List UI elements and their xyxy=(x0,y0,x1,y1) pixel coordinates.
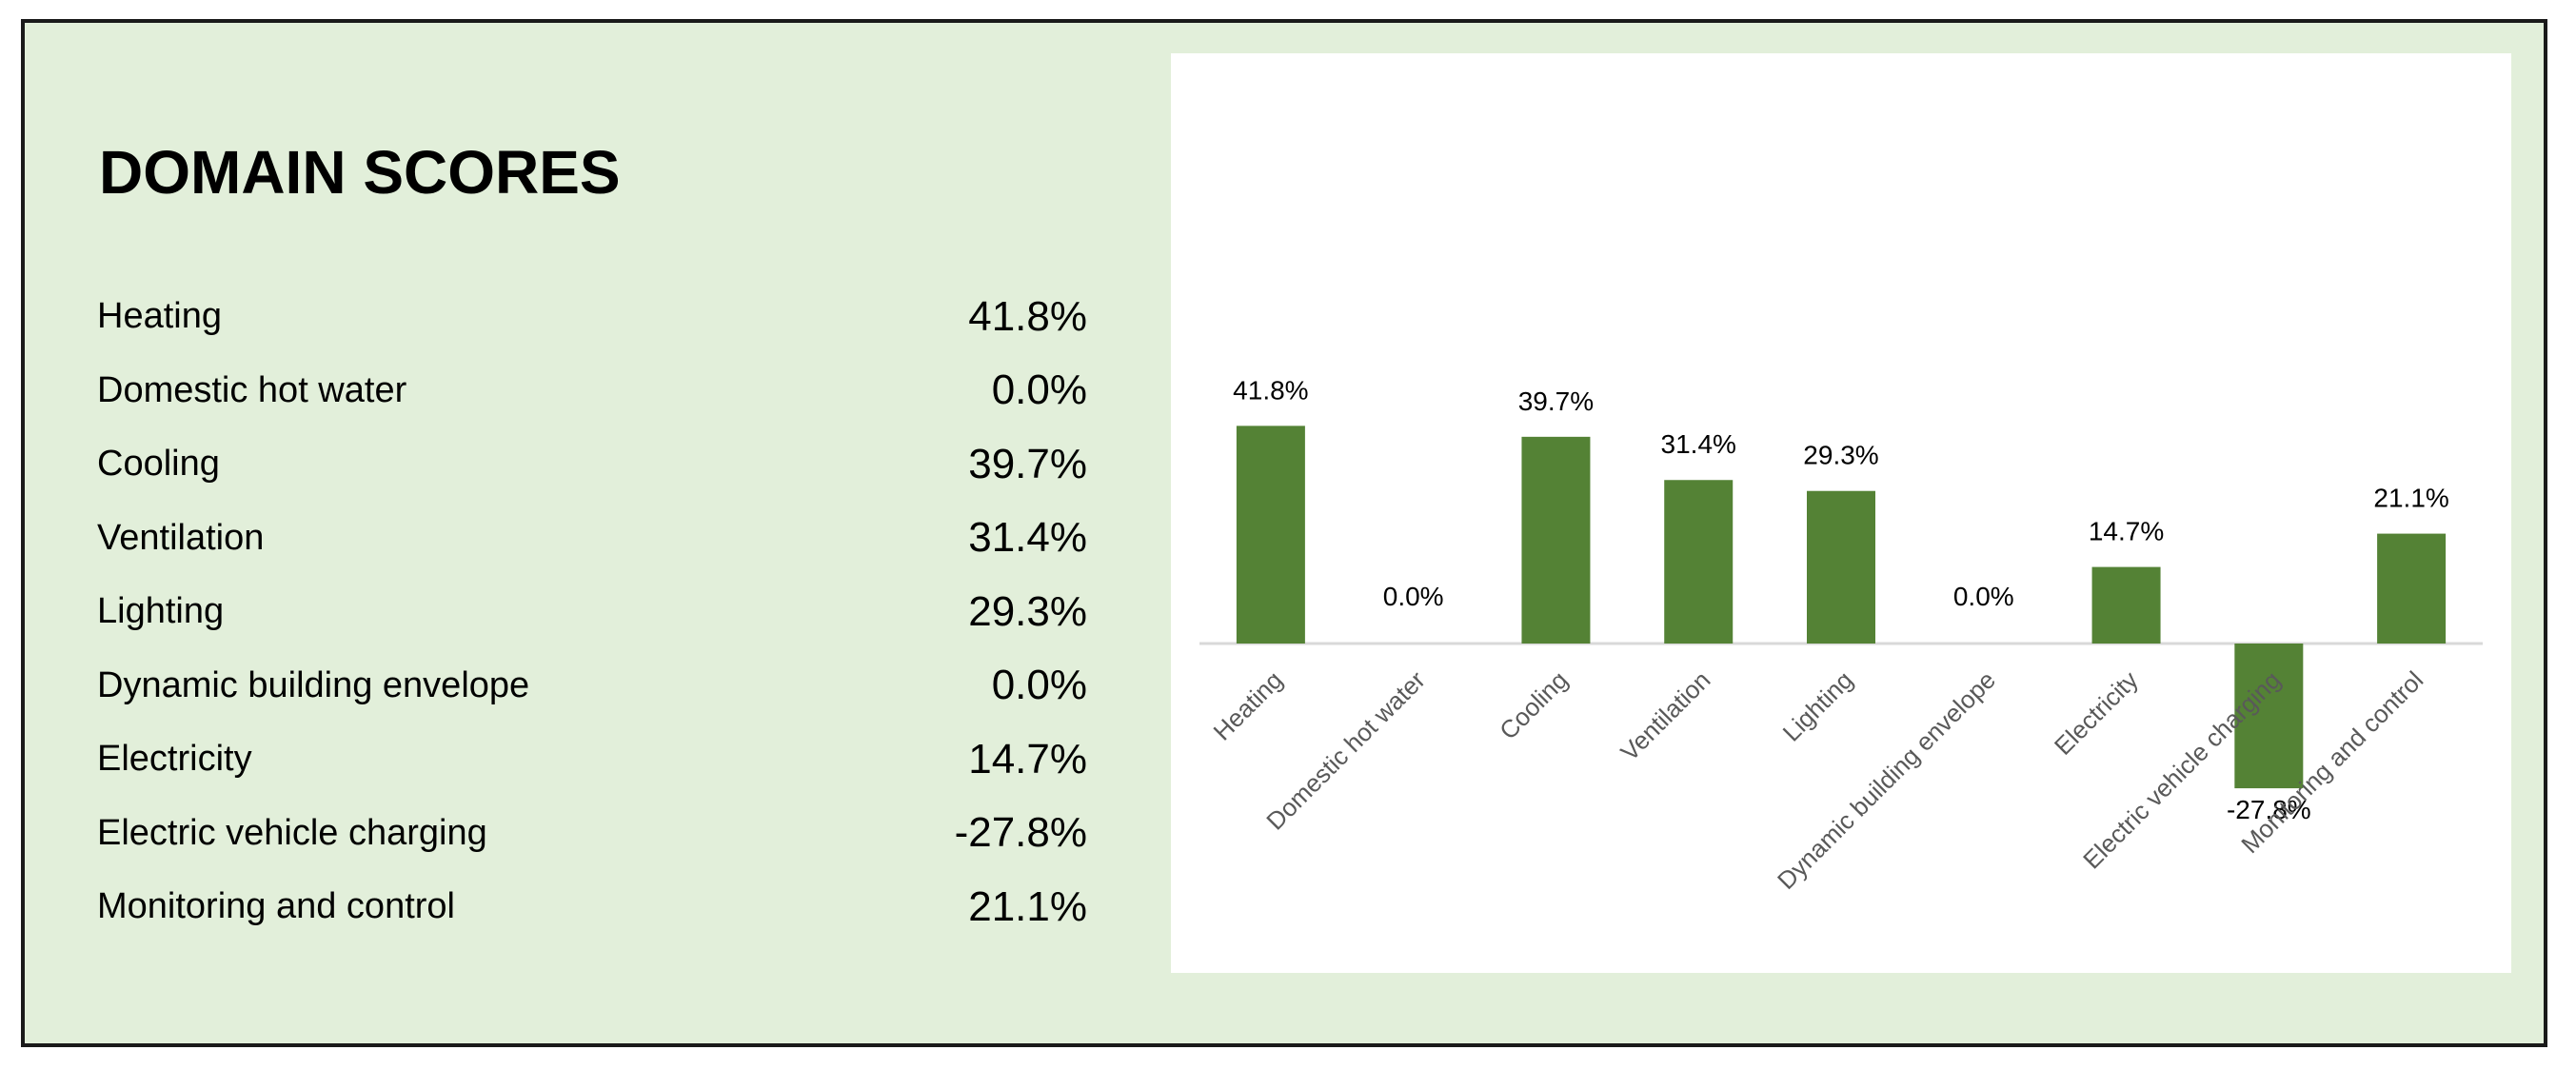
score-row-electricity: Electricity 14.7% xyxy=(97,723,1087,797)
score-label: Cooling xyxy=(97,444,220,485)
bar xyxy=(1807,490,1875,644)
score-label: Heating xyxy=(97,296,222,337)
bar xyxy=(2234,644,2304,789)
score-list: Heating 41.8% Domestic hot water 0.0% Co… xyxy=(97,280,1087,944)
score-value: -27.8% xyxy=(954,809,1087,857)
category-tick-label: Cooling xyxy=(1494,665,1574,745)
data-label: -27.8% xyxy=(2227,795,2311,824)
data-label: 31.4% xyxy=(1661,429,1736,459)
bar xyxy=(1236,426,1305,644)
score-value: 0.0% xyxy=(991,367,1087,414)
score-row-cooling: Cooling 39.7% xyxy=(97,427,1087,502)
score-label: Dynamic building envelope xyxy=(97,664,530,705)
score-label: Electric vehicle charging xyxy=(97,812,487,853)
data-label: 0.0% xyxy=(1953,582,2014,611)
domain-scores-panel: DOMAIN SCORES Heating 41.8% Domestic hot… xyxy=(21,19,2547,1047)
data-label: 39.7% xyxy=(1518,386,1594,416)
score-label: Monitoring and control xyxy=(97,886,455,927)
score-label: Electricity xyxy=(97,739,252,780)
data-label: 41.8% xyxy=(1233,375,1308,405)
category-tick-label: Domestic hot water xyxy=(1260,665,1431,836)
score-label: Lighting xyxy=(97,591,225,632)
score-row-heating: Heating 41.8% xyxy=(97,280,1087,354)
score-label: Ventilation xyxy=(97,517,265,558)
bar-chart-svg: 41.8% Heating 0.0% Domestic hot water 39.7% C… xyxy=(1199,375,2483,895)
bar-chart: 41.8% Heating 0.0% Domestic hot water 39.7% C… xyxy=(1171,53,2511,973)
bar xyxy=(1664,480,1734,644)
data-label: 29.3% xyxy=(1803,441,1878,470)
category-tick-label: Heating xyxy=(1208,665,1289,746)
score-row-dynamic-building-envelope: Dynamic building envelope 0.0% xyxy=(97,649,1087,723)
score-value: 29.3% xyxy=(968,587,1087,635)
score-row-electric-vehicle-charging: Electric vehicle charging -27.8% xyxy=(97,797,1087,871)
score-value: 14.7% xyxy=(968,735,1087,783)
score-row-lighting: Lighting 29.3% xyxy=(97,575,1087,649)
score-value: 21.1% xyxy=(968,882,1087,930)
score-value: 39.7% xyxy=(968,440,1087,487)
score-value: 41.8% xyxy=(968,292,1087,340)
data-label: 0.0% xyxy=(1383,582,1444,611)
bar xyxy=(1521,436,1591,644)
bar xyxy=(2091,566,2161,644)
score-label: Domestic hot water xyxy=(97,369,407,410)
panel-title: DOMAIN SCORES xyxy=(99,138,621,207)
score-value: 0.0% xyxy=(991,662,1087,709)
score-row-domestic-hot-water: Domestic hot water 0.0% xyxy=(97,354,1087,428)
data-label: 14.7% xyxy=(2089,517,2164,546)
data-label: 21.1% xyxy=(2373,484,2448,513)
score-row-monitoring-and-control: Monitoring and control 21.1% xyxy=(97,870,1087,944)
category-tick-label: Ventilation xyxy=(1615,665,1715,766)
score-value: 31.4% xyxy=(968,514,1087,562)
category-tick-label: Lighting xyxy=(1777,665,1859,747)
bar xyxy=(2377,533,2447,644)
category-tick-label: Electricity xyxy=(2049,665,2144,761)
score-row-ventilation: Ventilation 31.4% xyxy=(97,502,1087,576)
